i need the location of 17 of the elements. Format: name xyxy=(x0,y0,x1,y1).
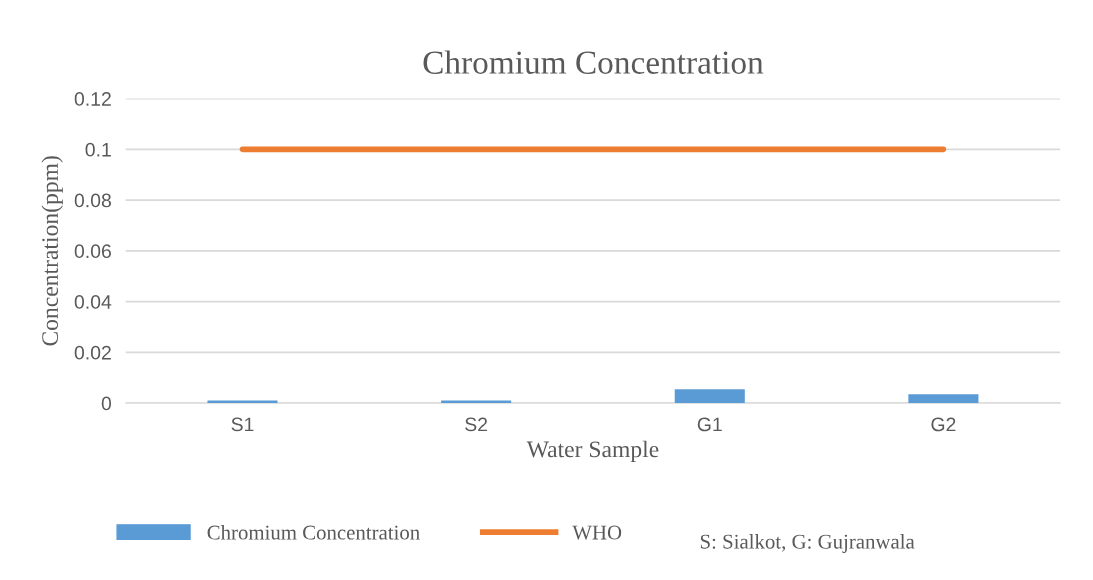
x-tick-label: G1 xyxy=(697,417,722,432)
y-tick-label: 0.04 xyxy=(74,295,112,309)
x-tick-label: G2 xyxy=(931,417,956,432)
chart-title: Chromium Concentration xyxy=(423,50,764,74)
legend-label: WHO xyxy=(572,525,622,540)
y-tick-label: 0.12 xyxy=(74,92,111,106)
y-tick-label: 0.1 xyxy=(85,142,111,157)
y-tick-label: 0.06 xyxy=(74,244,111,259)
legend-label: Chromium Concentration xyxy=(207,524,420,540)
y-tick-label: 0.02 xyxy=(74,345,111,360)
x-tick-label: S2 xyxy=(465,417,488,432)
y-tick-label: 0.08 xyxy=(74,193,111,208)
y-axis-title: Concentration(ppm) xyxy=(41,156,63,346)
x-axis-title: Water Sample xyxy=(526,440,659,463)
x-tick-label: S1 xyxy=(231,417,254,432)
y-tick-label: 0 xyxy=(101,396,112,411)
text: S: Sialkot, G: Gujranwala xyxy=(700,534,915,553)
